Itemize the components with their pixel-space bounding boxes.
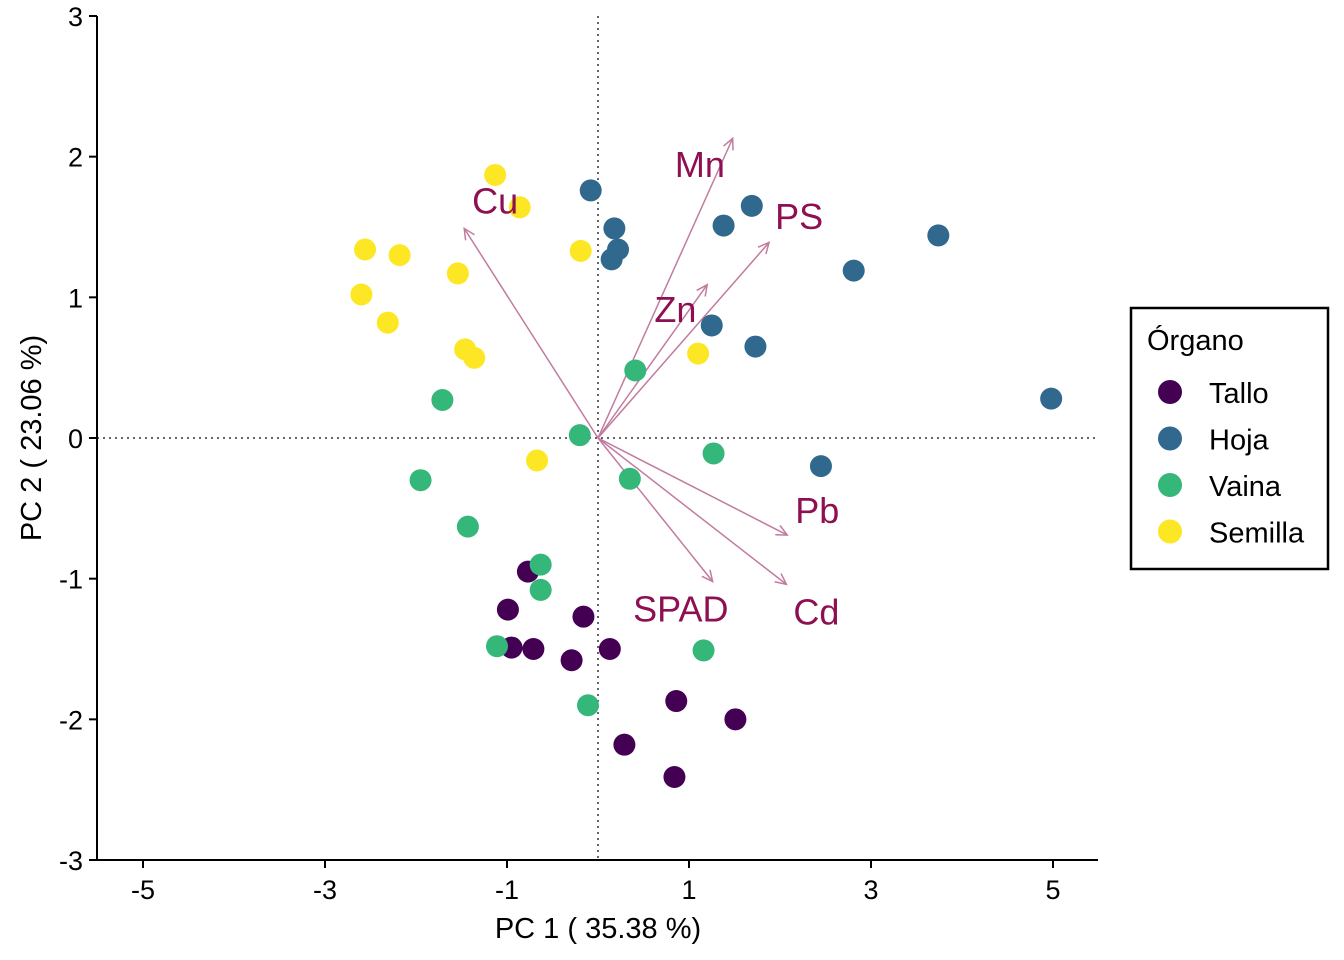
loading-label-pb: Pb [795, 490, 839, 531]
point-hoja [712, 214, 735, 237]
point-vaina [456, 515, 479, 538]
loading-label-cu: Cu [472, 181, 518, 222]
loading-arrow-pb [597, 437, 788, 536]
point-semilla [526, 449, 549, 472]
legend-label-vaina: Vaina [1209, 471, 1282, 503]
point-hoja [809, 455, 832, 478]
loading-arrow-cd [597, 437, 787, 585]
x-tick-label: 3 [863, 875, 878, 905]
legend-key-hoja [1158, 426, 1182, 451]
point-tallo [560, 649, 583, 672]
arrowhead-icon [696, 283, 709, 297]
legend-label-tallo: Tallo [1209, 378, 1269, 410]
point-vaina [409, 469, 432, 492]
y-axis-label: PC 2 ( 23.06 %) [16, 335, 48, 541]
legend-key-tallo [1158, 380, 1182, 404]
point-vaina [624, 359, 647, 382]
point-semilla [376, 311, 399, 334]
point-vaina [485, 635, 508, 658]
point-vaina [529, 578, 552, 601]
point-tallo [663, 766, 686, 789]
point-tallo [724, 708, 747, 731]
arrowhead-icon [774, 573, 788, 586]
point-hoja [740, 194, 763, 217]
loading-arrow-zn [597, 284, 708, 439]
loading-arrow-ps [597, 241, 770, 439]
arrowhead-icon [775, 525, 789, 536]
legend-key-semilla [1158, 519, 1182, 544]
point-tallo [598, 638, 621, 661]
x-tick-label: 1 [681, 875, 696, 905]
point-tallo [665, 690, 688, 713]
legend-title: Órgano [1147, 324, 1244, 357]
loading-label-mn: Mn [675, 144, 725, 185]
point-semilla [354, 238, 377, 261]
y-tick-label: 1 [68, 283, 83, 313]
legend-key-vaina [1158, 473, 1182, 497]
x-tick-label: -5 [131, 875, 155, 905]
arrowhead-icon [463, 226, 475, 241]
y-tick-label: -3 [59, 846, 83, 876]
x-tick-label: -1 [495, 875, 519, 905]
point-semilla [463, 346, 486, 369]
point-vaina [431, 389, 454, 412]
loading-arrow-spad [597, 437, 714, 582]
point-vaina [692, 639, 715, 662]
loading-label-zn: Zn [654, 289, 696, 330]
point-tallo [496, 598, 519, 621]
point-semilla [484, 163, 507, 186]
point-tallo [522, 638, 545, 661]
point-semilla [508, 196, 531, 219]
point-hoja [927, 224, 950, 247]
loading-arrow-cu [463, 227, 599, 439]
x-tick-label: -3 [313, 875, 337, 905]
point-hoja [603, 217, 626, 240]
point-tallo [613, 733, 636, 756]
point-hoja [744, 335, 767, 358]
point-vaina [576, 694, 599, 717]
y-tick-label: 3 [68, 2, 83, 32]
loading-label-ps: PS [775, 196, 823, 237]
arrowhead-icon [757, 241, 771, 255]
point-semilla [569, 239, 592, 262]
axes: -5 -3 -1 1 3 5 -3 -2 -1 0 1 2 3 [59, 2, 1098, 905]
point-hoja [579, 179, 602, 202]
loading-labels: Mn PS Cu Zn Pb Cd SPAD [472, 144, 839, 632]
x-axis-label: PC 1 ( 35.38 %) [495, 913, 701, 945]
legend-label-semilla: Semilla [1209, 518, 1305, 550]
x-tick-label: 5 [1045, 875, 1060, 905]
point-tallo [572, 605, 595, 628]
point-vaina [702, 442, 725, 465]
point-semilla [388, 244, 411, 267]
loading-arrow-mn [597, 138, 734, 439]
legend: Órgano Tallo Hoja Vaina Semilla [1129, 306, 1330, 571]
point-vaina [568, 424, 591, 447]
point-hoja [1040, 387, 1063, 410]
data-points [350, 163, 1063, 789]
y-tick-label: 2 [68, 143, 83, 173]
legend-label-hoja: Hoja [1209, 425, 1270, 457]
point-vaina [618, 467, 641, 490]
point-hoja [700, 314, 723, 337]
point-hoja [842, 259, 865, 282]
loading-arrows [463, 136, 789, 586]
y-tick-label: -1 [59, 565, 83, 595]
point-semilla [687, 342, 710, 365]
point-hoja [600, 248, 623, 271]
loading-label-cd: Cd [793, 591, 839, 632]
point-semilla [350, 283, 373, 306]
y-tick-label: 0 [68, 424, 83, 454]
point-vaina [529, 553, 552, 576]
point-semilla [446, 262, 469, 285]
y-tick-label: -2 [59, 705, 83, 735]
arrowhead-icon [723, 136, 734, 151]
loading-label-spad: SPAD [633, 589, 728, 630]
arrowhead-icon [701, 569, 714, 583]
